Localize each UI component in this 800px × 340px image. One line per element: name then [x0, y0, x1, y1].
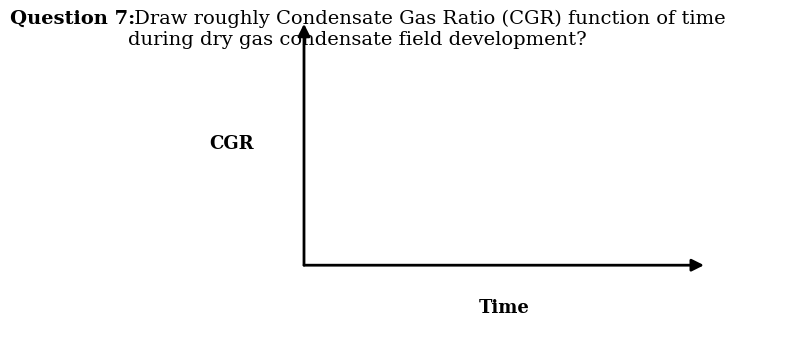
Text: Draw roughly Condensate Gas Ratio (CGR) function of time
during dry gas condensa: Draw roughly Condensate Gas Ratio (CGR) …	[128, 10, 726, 49]
Text: Question 7:: Question 7:	[10, 10, 135, 28]
Text: CGR: CGR	[210, 136, 254, 153]
Text: Time: Time	[478, 299, 530, 317]
